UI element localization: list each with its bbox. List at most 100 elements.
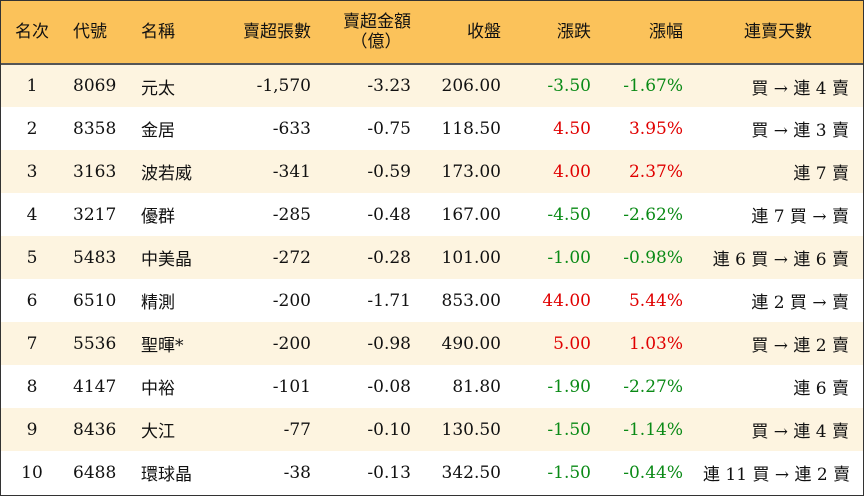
table-row: 7 5536 聖暉* -200 -0.98 490.00 5.00 1.03% … <box>1 322 863 365</box>
header-close: 收盤 <box>421 1 511 65</box>
close-cell: 206.00 <box>441 76 501 96</box>
net-sell-lots-cell: -77 <box>283 419 311 440</box>
name-cell: 環球晶 <box>141 465 192 485</box>
name-cell: 金居 <box>141 121 175 141</box>
rank-cell: 3 <box>26 161 38 182</box>
header-change-pct: 漲幅 <box>601 1 693 65</box>
code-cell: 5483 <box>73 247 117 268</box>
name-cell: 聖暉* <box>141 336 184 356</box>
streak-cell: 連 7 賣 <box>793 164 849 184</box>
code-cell: 3217 <box>73 204 117 225</box>
net-sell-amount-cell: -1.71 <box>367 290 411 311</box>
header-net-sell-amount-line2: （億） <box>350 32 402 52</box>
close-cell: 81.80 <box>452 376 501 397</box>
rank-cell: 9 <box>26 419 38 440</box>
net-sell-lots-cell: -1,570 <box>256 76 311 96</box>
table-row: 1 8069 元太 -1,570 -3.23 206.00 -3.50 -1.6… <box>1 64 863 107</box>
net-sell-lots-cell: -285 <box>272 204 311 225</box>
code-cell: 3163 <box>73 161 117 182</box>
table-row: 5 5483 中美晶 -272 -0.28 101.00 -1.00 -0.98… <box>1 236 863 279</box>
change-pct-cell: -2.62% <box>623 204 683 225</box>
change-pct-cell: -1.67% <box>623 76 683 96</box>
name-cell: 中裕 <box>141 379 175 399</box>
streak-cell: 連 7 買 → 賣 <box>751 207 849 227</box>
rank-cell: 1 <box>26 76 38 96</box>
table-row: 8 4147 中裕 -101 -0.08 81.80 -1.90 -2.27% … <box>1 365 863 408</box>
change-pct-cell: 5.44% <box>628 290 683 311</box>
name-cell: 波若威 <box>141 164 192 184</box>
streak-cell: 連 2 買 → 賣 <box>751 293 849 313</box>
close-cell: 167.00 <box>441 204 501 225</box>
change-cell: -1.50 <box>547 419 591 440</box>
header-name: 名稱 <box>131 1 207 65</box>
header-streak: 連賣天數 <box>693 1 863 65</box>
net-sell-lots-cell: -272 <box>272 247 311 268</box>
code-cell: 6488 <box>73 462 117 483</box>
streak-cell: 買 → 連 4 賣 <box>751 78 849 99</box>
change-cell: 5.00 <box>553 333 591 354</box>
streak-cell: 買 → 連 3 賣 <box>751 121 849 141</box>
header-code: 代號 <box>63 1 131 65</box>
close-cell: 101.00 <box>441 247 501 268</box>
net-sell-amount-cell: -0.59 <box>367 161 411 182</box>
streak-cell: 連 11 買 → 連 2 賣 <box>703 465 851 485</box>
change-cell: 44.00 <box>542 290 591 311</box>
change-pct-cell: 3.95% <box>628 118 683 139</box>
net-sell-lots-cell: -38 <box>283 462 311 483</box>
change-cell: -1.00 <box>547 247 591 268</box>
change-cell: 4.00 <box>553 161 591 182</box>
rank-cell: 5 <box>26 247 38 268</box>
net-sell-amount-cell: -0.13 <box>367 462 411 483</box>
net-sell-amount-cell: -0.75 <box>367 118 411 139</box>
code-cell: 5536 <box>73 333 117 354</box>
change-cell: -1.50 <box>547 462 591 483</box>
change-pct-cell: -2.27% <box>623 376 683 397</box>
net-sell-lots-cell: -200 <box>272 333 311 354</box>
code-cell: 8069 <box>73 76 117 96</box>
rank-cell: 4 <box>26 204 38 225</box>
header-net-sell-amount-line1: 賣超金額 <box>343 12 411 32</box>
net-sell-lots-cell: -200 <box>272 290 311 311</box>
change-cell: -4.50 <box>547 204 591 225</box>
header-net-sell-amount: 賣超金額 （億） <box>321 1 421 65</box>
rank-cell: 6 <box>26 290 38 311</box>
name-cell: 中美晶 <box>141 250 192 270</box>
name-cell: 精測 <box>141 293 175 313</box>
streak-cell: 買 → 連 2 賣 <box>751 336 849 356</box>
net-sell-lots-cell: -633 <box>272 118 311 139</box>
rank-cell: 10 <box>21 462 43 483</box>
net-sell-amount-cell: -3.23 <box>367 76 411 96</box>
code-cell: 8436 <box>73 419 117 440</box>
rank-cell: 2 <box>26 118 38 139</box>
header-row: 名次 代號 名稱 賣超張數 賣超金額 （億） 收盤 漲跌 漲幅 連賣天數 <box>1 1 863 65</box>
name-cell: 元太 <box>141 78 175 99</box>
code-cell: 6510 <box>73 290 117 311</box>
header-change: 漲跌 <box>511 1 601 65</box>
table-body: 1 8069 元太 -1,570 -3.23 206.00 -3.50 -1.6… <box>1 64 863 494</box>
table-row: 10 6488 環球晶 -38 -0.13 342.50 -1.50 -0.44… <box>1 451 863 494</box>
header-net-sell-lots: 賣超張數 <box>207 1 321 65</box>
streak-cell: 連 6 賣 <box>793 379 849 399</box>
close-cell: 490.00 <box>441 333 501 354</box>
streak-cell: 買 → 連 4 賣 <box>751 422 849 442</box>
change-pct-cell: 1.03% <box>628 333 683 354</box>
code-cell: 8358 <box>73 118 117 139</box>
close-cell: 118.50 <box>441 118 501 139</box>
table-row: 6 6510 精測 -200 -1.71 853.00 44.00 5.44% … <box>1 279 863 322</box>
rank-cell: 7 <box>26 333 38 354</box>
change-pct-cell: -0.44% <box>623 462 683 483</box>
net-sell-amount-cell: -0.98 <box>367 333 411 354</box>
net-sell-amount-cell: -0.10 <box>367 419 411 440</box>
streak-cell: 連 6 買 → 連 6 賣 <box>712 250 849 270</box>
code-cell: 4147 <box>73 376 117 397</box>
change-cell: 4.50 <box>553 118 591 139</box>
change-cell: -3.50 <box>547 76 591 96</box>
table-row: 4 3217 優群 -285 -0.48 167.00 -4.50 -2.62%… <box>1 193 863 236</box>
name-cell: 優群 <box>141 207 175 227</box>
change-pct-cell: 2.37% <box>628 161 683 182</box>
net-sell-lots-cell: -101 <box>272 376 311 397</box>
change-pct-cell: -0.98% <box>623 247 683 268</box>
table-row: 9 8436 大江 -77 -0.10 130.50 -1.50 -1.14% … <box>1 408 863 451</box>
